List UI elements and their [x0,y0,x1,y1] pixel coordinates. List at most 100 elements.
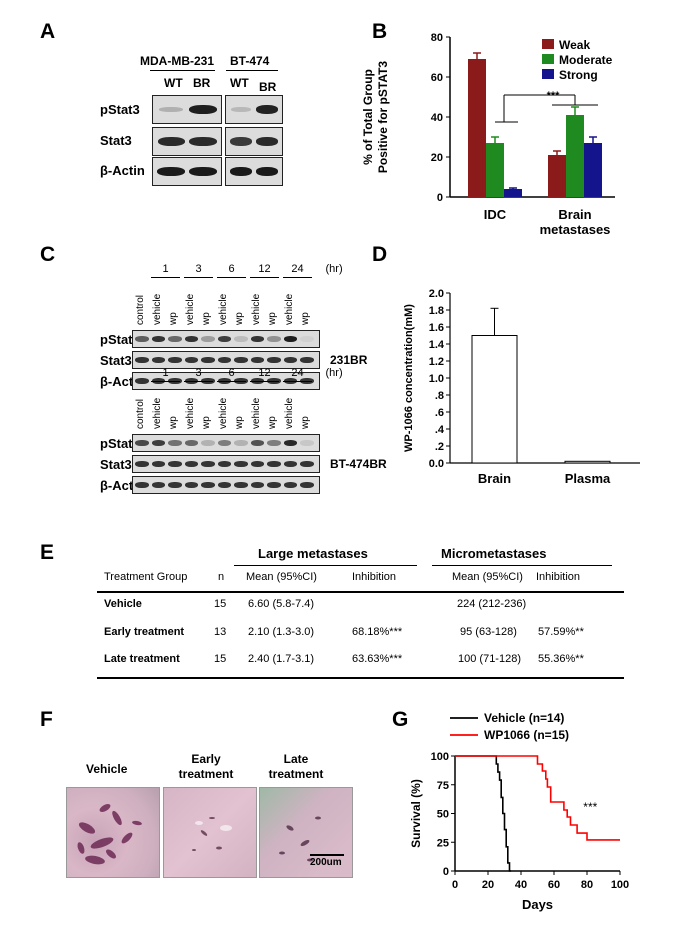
blot-band [230,167,252,176]
blot-row-label: Stat3 [100,133,132,148]
blot-band [300,336,314,342]
x-category-label: Brain [478,471,511,486]
table-rule [432,565,612,566]
micrograph-late-texture [279,816,321,862]
blot-band [300,482,314,488]
legend-swatch-moderate [542,54,554,64]
blot-band [267,461,281,467]
blot-band [184,440,198,446]
bar-weak [468,59,486,197]
table-cell-micro-mean: 224 (212-236) [457,598,527,610]
micrograph-vehicle [66,787,160,878]
blot-band [267,357,281,363]
blot-band [168,357,182,363]
timepoint-underline [150,277,180,278]
blot-row-label: pStat3 [100,102,140,117]
table-cell-group: Late treatment [104,653,180,665]
scale-bar-line [310,854,344,856]
table-col-header: Treatment Group [104,571,188,583]
table-cell-large-mean: 6.60 (5.8-7.4) [248,598,315,610]
panel-label-b: B [372,20,388,43]
y-axis-title: Positive for pSTAT3 [376,61,390,174]
table-cell-large-inhibition: 68.18%*** [352,626,403,638]
blot-band [168,482,182,488]
blot-band [250,482,264,488]
blot-strip [225,157,283,186]
table-col-header: n [218,571,225,583]
lane-label: vehicle [217,397,229,429]
lane-label: wp [168,312,179,325]
table-col-header: Mean (95%CI) [452,571,523,583]
y-tick-label: 1.2 [429,356,444,368]
x-axis-title: Days [522,897,553,912]
timepoint-underline [150,381,180,382]
timepoint-label: 12 [258,367,271,379]
lane-label: wp [267,416,278,429]
blot-band [267,440,281,446]
table-header-large: Large metastases [258,546,368,561]
blot-band [217,440,231,446]
lane-label: control [135,294,146,325]
blot-band [158,137,185,146]
panel-label-g: G [392,708,409,731]
blot-strip [132,434,320,452]
micrograph-early-texture [192,817,232,851]
blot-band [234,461,248,467]
blot-band [184,357,198,363]
blot-band [135,336,149,342]
table-cell-micro-inhibition: 55.36%** [538,653,584,665]
x-tick-label: 80 [581,879,593,891]
blot-band [300,357,314,363]
table-col-header: Inhibition [352,571,397,583]
panel-g-chart: 0 25 50 75 100 0 20 40 60 80 100 Days Survival (%) Ve… [409,711,629,912]
blot-band [189,137,217,146]
y-tick-label: 75 [437,780,449,792]
micrograph-late: 200um [259,787,353,878]
blot-band [250,357,264,363]
blot-strip [225,127,283,156]
timepoint-label: 24 [291,367,304,379]
blot-band [151,461,165,467]
cell-line-underline [150,70,215,71]
blot-strip [132,330,320,348]
x-tick-label: 40 [515,879,527,891]
x-category-label: Plasma [565,471,611,486]
time-unit-label: (hr) [325,263,343,275]
blot-band [250,461,264,467]
lane-label: vehicle [250,293,262,325]
blot-band [184,461,198,467]
table-col-header: Mean (95%CI) [246,571,317,583]
timepoint-label: 24 [291,263,304,275]
blot-band [151,482,165,488]
blot-cell-line-label: BT-474BR [330,457,387,471]
y-axis-title: Survival (%) [409,779,423,848]
lane-label: wp [201,416,212,429]
y-tick-label: 0 [437,192,443,204]
table-cell-n: 13 [214,626,227,638]
y-tick-label: 2.0 [429,288,444,300]
y-tick-label: 0 [443,866,449,878]
timepoint-label: 6 [228,367,235,379]
blot-band [135,440,149,446]
panel-b-plot: 0 20 40 60 80 % of Total Group Positive for pS… [361,32,615,237]
cell-line-label-bt474: BT-474 [230,54,270,68]
blot-band [217,357,231,363]
blot-cell-line-label: 231BR [330,353,368,367]
blot-row-label: pStat3 [100,436,140,451]
blot-band [300,461,314,467]
blot-band [168,440,182,446]
lane-label: vehicle [283,293,295,325]
x-category-label: Brain [558,207,591,222]
panel-g-plot: 0 25 50 75 100 0 20 40 60 80 100 Days Survival (%) Ve… [409,711,629,912]
bar-brain [471,335,518,464]
panel-label-d: D [372,243,388,266]
table-cell-large-mean: 2.40 (1.7-3.1) [248,653,315,665]
table-rule [97,591,624,593]
blot-band [217,482,231,488]
bar-moderate [486,143,504,197]
bar-strong [584,143,602,197]
y-tick-label: .4 [435,424,445,436]
micrograph-label-early: Early treatment [178,752,234,781]
blot-band [234,357,248,363]
blot-strip [132,455,320,473]
